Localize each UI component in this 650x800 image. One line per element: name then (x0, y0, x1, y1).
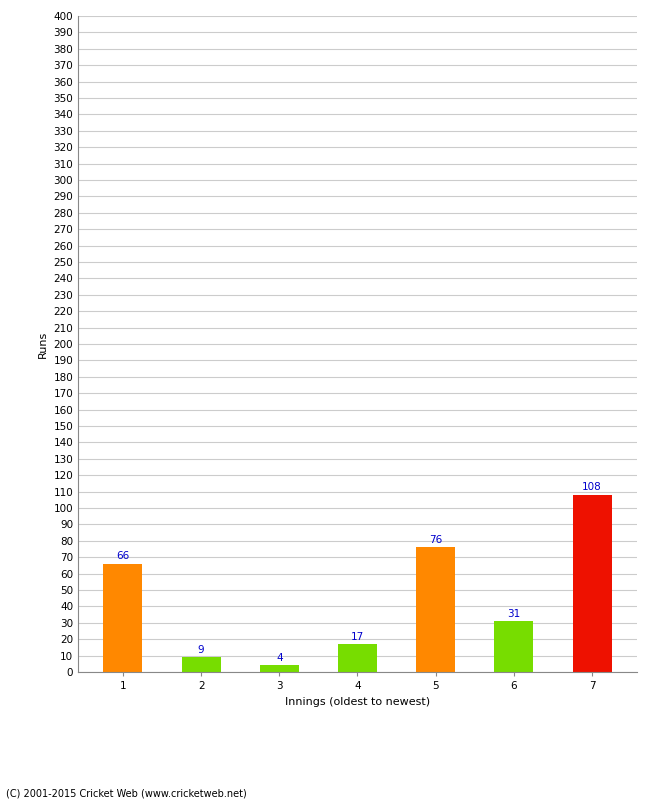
Text: 4: 4 (276, 653, 283, 663)
Text: 108: 108 (582, 482, 602, 493)
X-axis label: Innings (oldest to newest): Innings (oldest to newest) (285, 697, 430, 706)
Bar (181, 658, 221, 672)
Bar (260, 666, 299, 672)
Text: 17: 17 (351, 632, 364, 642)
Y-axis label: Runs: Runs (38, 330, 48, 358)
Bar (573, 495, 612, 672)
Text: 9: 9 (198, 645, 205, 654)
Bar (416, 547, 455, 672)
Bar (338, 644, 377, 672)
Bar (494, 621, 534, 672)
Text: 76: 76 (429, 535, 442, 545)
Text: (C) 2001-2015 Cricket Web (www.cricketweb.net): (C) 2001-2015 Cricket Web (www.cricketwe… (6, 788, 247, 798)
Bar (103, 564, 142, 672)
Text: 66: 66 (116, 551, 129, 562)
Text: 31: 31 (507, 609, 521, 618)
